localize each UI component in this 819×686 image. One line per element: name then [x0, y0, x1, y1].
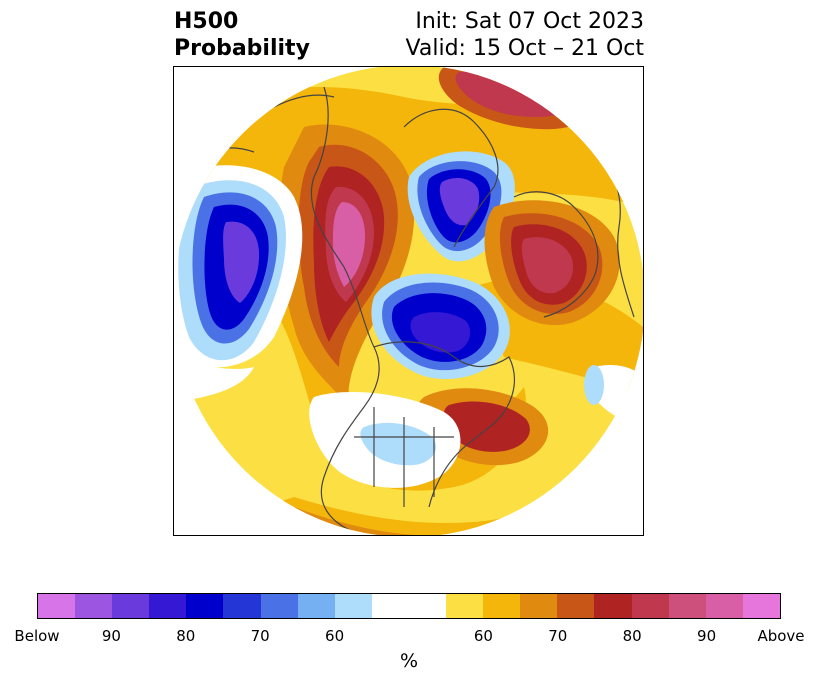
colorbar-segment	[297, 594, 335, 618]
colorbar-segment	[668, 594, 706, 618]
probability-map	[174, 67, 643, 535]
colorbar-segment	[112, 594, 150, 618]
colorbar-tick-label: 90	[697, 627, 717, 645]
colorbar-segment	[594, 594, 632, 618]
colorbar-segment	[483, 594, 521, 618]
globe-disc	[174, 67, 643, 535]
colorbar-segment	[705, 594, 743, 618]
colorbar-segment	[38, 594, 76, 618]
colorbar-segment	[520, 594, 558, 618]
title-valid: Valid: 15 Oct – 21 Oct	[405, 36, 644, 61]
title-type: Probability	[174, 36, 310, 61]
colorbar-tick-label: Below	[14, 627, 60, 645]
colorbar-segment	[334, 594, 372, 618]
colorbar-segment	[371, 594, 409, 618]
colorbar-tick-label: Above	[757, 627, 805, 645]
colorbar-segment	[408, 594, 447, 618]
map-panel	[173, 66, 644, 536]
colorbar-tick-label: 70	[548, 627, 568, 645]
title-init: Init: Sat 07 Oct 2023	[415, 9, 644, 34]
colorbar-tick-label: 70	[250, 627, 270, 645]
colorbar-segment	[186, 594, 224, 618]
colorbar-segment	[742, 594, 780, 618]
coastlines	[193, 86, 635, 535]
colorbar-segment	[223, 594, 261, 618]
colorbar-segment	[149, 594, 187, 618]
colorbar-tick-label: 60	[473, 627, 493, 645]
colorbar-tick-label: 90	[101, 627, 121, 645]
colorbar-tick-label: 60	[325, 627, 345, 645]
colorbar-segment	[557, 594, 595, 618]
colorbar-tick-label: 80	[176, 627, 196, 645]
colorbar-unit: %	[399, 650, 419, 672]
title-right: Init: Sat 07 Oct 2023 Valid: 15 Oct – 21…	[406, 8, 644, 62]
colorbar	[37, 593, 781, 619]
colorbar-segment	[260, 594, 298, 618]
colorbar-segment	[75, 594, 113, 618]
colorbar-segment	[446, 594, 484, 618]
title-variable: H500	[174, 9, 239, 34]
colorbar-tick-label: 80	[622, 627, 642, 645]
title-left: H500 Probability	[174, 8, 310, 62]
colorbar-segment	[631, 594, 669, 618]
